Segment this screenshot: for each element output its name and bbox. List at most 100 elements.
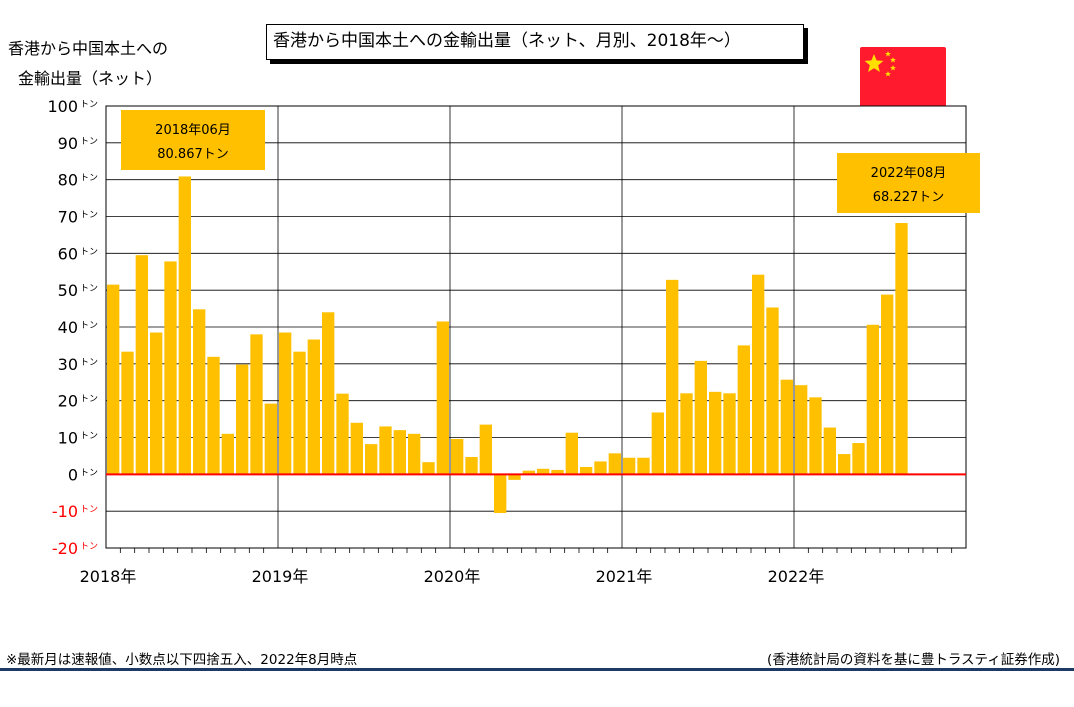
y-tick-label: 10 [58, 429, 78, 448]
x-tick-label: 2022年 [768, 567, 825, 586]
bar [651, 412, 664, 475]
callout-box [121, 110, 265, 170]
bar [881, 294, 894, 475]
callout-period: 2022年08月 [871, 166, 947, 181]
y-tick-label: 90 [58, 134, 78, 153]
x-tick-label: 2020年 [424, 567, 481, 586]
y-tick-unit: トン [80, 174, 98, 184]
y-axis-title: 香港から中国本土への 金輸出量（ネット） [8, 34, 168, 94]
flag-small-star [890, 65, 896, 71]
bar [895, 223, 908, 475]
bar [150, 332, 163, 475]
bar [236, 364, 249, 475]
bar [178, 176, 191, 475]
bar [594, 461, 607, 475]
callout-period: 2018年06月 [155, 123, 231, 138]
bar [422, 462, 435, 475]
source-note: (香港統計局の資料を基に豊トラスティ証券作成) [767, 652, 1060, 668]
callout-box [837, 153, 980, 213]
bar [537, 468, 550, 475]
flag-small-star [885, 51, 891, 57]
y-tick-unit: トン [80, 395, 98, 405]
bar [508, 474, 521, 480]
bar [336, 393, 349, 475]
bar [107, 284, 120, 475]
y-tick-label: 70 [58, 208, 78, 227]
bar [637, 457, 650, 475]
bar [393, 430, 406, 475]
y-tick-unit: トン [80, 137, 98, 147]
bar [838, 454, 851, 475]
bar [322, 312, 335, 475]
y-tick-label: 0 [68, 465, 78, 484]
bar [694, 360, 707, 475]
flag-big-star [864, 54, 884, 72]
bar [766, 307, 779, 475]
y-tick-label: 40 [58, 318, 78, 337]
y-tick-unit: トン [80, 432, 98, 442]
bar [379, 426, 392, 475]
y-tick-label: -20 [52, 539, 78, 558]
y-tick-unit: トン [80, 100, 98, 110]
bar [737, 345, 750, 475]
bar [494, 474, 507, 514]
bar [623, 457, 636, 475]
x-tick-label: 2018年 [80, 567, 137, 586]
bar [135, 255, 148, 475]
bar [852, 443, 865, 475]
bar [551, 469, 564, 475]
bar [207, 356, 220, 475]
bar [709, 391, 722, 475]
bar [522, 470, 535, 475]
bar [365, 444, 378, 475]
y-tick-label: 100 [47, 97, 78, 116]
y-tick-unit: トン [80, 542, 98, 552]
bar [680, 393, 693, 475]
callout-value: 80.867トン [157, 147, 229, 162]
bar [580, 466, 593, 475]
bar [221, 433, 234, 475]
y-tick-label: 20 [58, 392, 78, 411]
y-tick-unit: トン [80, 468, 98, 478]
bar [436, 321, 449, 475]
y-tick-unit: トン [80, 321, 98, 331]
bar [264, 403, 277, 475]
bar [866, 324, 879, 475]
bar [608, 453, 621, 475]
y-tick-label: 60 [58, 244, 78, 263]
y-tick-unit: トン [80, 358, 98, 368]
y-tick-unit: トン [80, 284, 98, 294]
bar [279, 332, 292, 475]
bar [723, 393, 736, 475]
y-tick-label: 80 [58, 171, 78, 190]
bar [451, 438, 464, 475]
bar [250, 334, 263, 475]
bar [193, 309, 206, 475]
bar [408, 433, 421, 475]
bar [479, 424, 492, 475]
bar [809, 397, 822, 475]
y-tick-unit: トン [80, 505, 98, 515]
bar [293, 351, 306, 475]
y-tick-label: -10 [52, 502, 78, 521]
callout-value: 68.227トン [873, 190, 945, 205]
y-tick-unit: トン [80, 247, 98, 257]
x-tick-label: 2019年 [252, 567, 309, 586]
bar [752, 274, 765, 475]
flag-small-star [890, 57, 896, 63]
y-axis-title-line2: 金輸出量（ネット） [18, 69, 163, 88]
bar [307, 339, 320, 475]
china-flag-icon [860, 47, 946, 109]
bar [780, 379, 793, 475]
bar [465, 457, 478, 475]
footnote: ※最新月は速報値、小数点以下四捨五入、2022年8月時点 [6, 652, 358, 668]
bar [121, 351, 134, 475]
bar [565, 432, 578, 475]
flag-small-star [885, 71, 891, 77]
footer-rule [0, 668, 1074, 671]
bar [350, 422, 363, 475]
bar [164, 261, 177, 475]
chart-title: 香港から中国本土への金輸出量（ネット、月別、2018年～） [266, 24, 804, 60]
bar [795, 385, 808, 475]
